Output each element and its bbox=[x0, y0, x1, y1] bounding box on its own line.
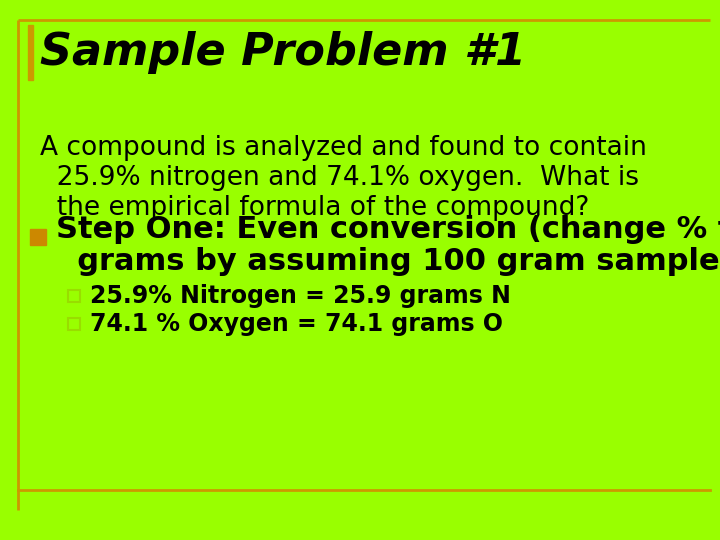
Text: 74.1 % Oxygen = 74.1 grams O: 74.1 % Oxygen = 74.1 grams O bbox=[90, 312, 503, 336]
Text: Sample Problem #1: Sample Problem #1 bbox=[40, 31, 526, 75]
Bar bbox=[28, 25, 33, 80]
Bar bbox=[68, 290, 80, 302]
Bar bbox=[30, 229, 46, 245]
Text: grams by assuming 100 gram sample): grams by assuming 100 gram sample) bbox=[56, 247, 720, 276]
Bar bbox=[68, 318, 80, 330]
Text: 25.9% Nitrogen = 25.9 grams N: 25.9% Nitrogen = 25.9 grams N bbox=[90, 284, 511, 308]
Text: the empirical formula of the compound?: the empirical formula of the compound? bbox=[40, 195, 590, 221]
Text: A compound is analyzed and found to contain: A compound is analyzed and found to cont… bbox=[40, 135, 647, 161]
Text: Step One: Even conversion (change % to: Step One: Even conversion (change % to bbox=[56, 215, 720, 245]
Text: 25.9% nitrogen and 74.1% oxygen.  What is: 25.9% nitrogen and 74.1% oxygen. What is bbox=[40, 165, 639, 191]
